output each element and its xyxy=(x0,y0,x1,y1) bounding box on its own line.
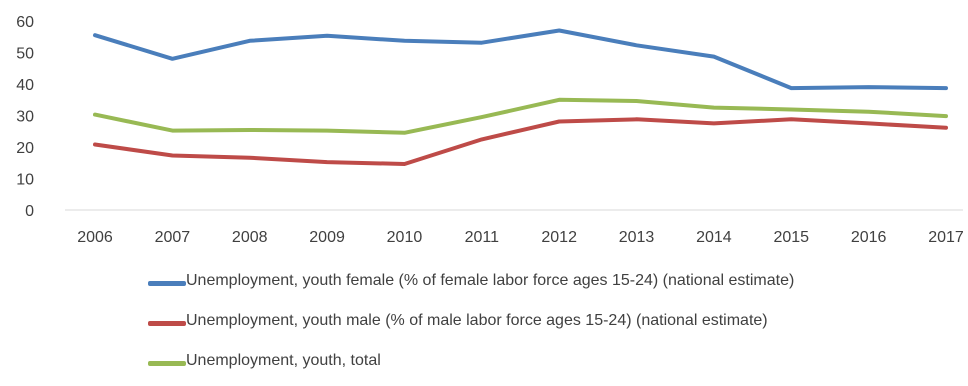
legend-label-male: Unemployment, youth male (% of male labo… xyxy=(186,312,768,329)
x-tick-label: 2016 xyxy=(851,229,887,246)
legend-label-female: Unemployment, youth female (% of female … xyxy=(186,272,795,289)
x-tick-label: 2011 xyxy=(465,229,500,246)
x-axis-ticks: 2006 2007 2008 2009 2010 2011 2012 2013 2014 2015… xyxy=(77,229,964,246)
x-tick-label: 2006 xyxy=(77,229,113,246)
x-tick-label: 2010 xyxy=(387,229,423,246)
series-line-2 xyxy=(93,97,948,135)
x-tick-label: 2015 xyxy=(773,229,809,246)
y-tick-label: 50 xyxy=(16,46,34,63)
x-tick-label: 2017 xyxy=(928,229,964,246)
x-tick-label: 2013 xyxy=(619,229,655,246)
x-tick-label: 2012 xyxy=(541,229,577,246)
y-tick-label: 0 xyxy=(25,203,34,220)
legend-label-total: Unemployment, youth, total xyxy=(186,352,381,369)
series-line-1 xyxy=(93,117,948,166)
legend-swatch-female xyxy=(148,281,186,286)
x-tick-label: 2009 xyxy=(309,229,345,246)
y-tick-label: 60 xyxy=(16,14,34,31)
y-tick-label: 20 xyxy=(16,140,34,157)
series-lines xyxy=(93,28,948,166)
legend-swatch-male xyxy=(148,321,186,326)
legend-swatch-total xyxy=(148,361,186,366)
y-tick-label: 40 xyxy=(16,77,34,94)
series-line-0 xyxy=(93,28,948,91)
y-tick-label: 30 xyxy=(16,109,34,126)
x-tick-label: 2007 xyxy=(155,229,191,246)
y-tick-label: 10 xyxy=(16,172,34,189)
x-tick-label: 2008 xyxy=(232,229,268,246)
y-axis-ticks: 0 10 20 30 40 50 60 xyxy=(16,14,34,220)
x-tick-label: 2014 xyxy=(696,229,732,246)
